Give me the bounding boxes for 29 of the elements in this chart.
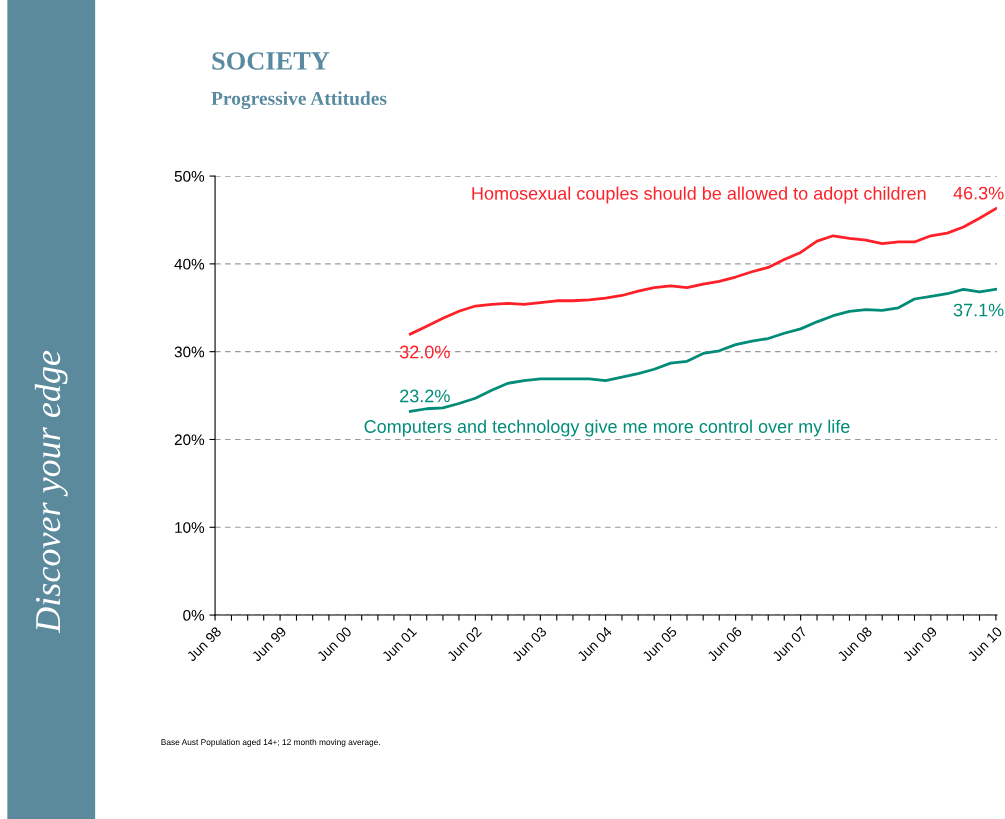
x-tick-label: Jun 02 bbox=[446, 626, 483, 663]
x-tick-label: Jun 09 bbox=[901, 626, 938, 663]
y-tick-label: 0% bbox=[183, 609, 205, 621]
y-tick-label: 20% bbox=[174, 434, 205, 446]
y-tick-label: 50% bbox=[174, 170, 205, 182]
data-label: 46.3% bbox=[953, 186, 1004, 200]
x-tick-label: Jun 03 bbox=[511, 626, 548, 663]
x-tick-label: Jun 04 bbox=[576, 626, 613, 663]
text: Discover your edge bbox=[34, 350, 68, 634]
data-label: 23.2% bbox=[400, 389, 450, 403]
x-tick-label: Jun 98 bbox=[186, 626, 222, 663]
x-tick-label: Jun 10 bbox=[966, 626, 1003, 663]
y-tick-label: 40% bbox=[174, 258, 205, 270]
chart-title: SOCIETY bbox=[212, 52, 330, 70]
x-tick-label: Jun 05 bbox=[641, 626, 678, 663]
x-tick-label: Jun 07 bbox=[771, 626, 808, 663]
x-tick-label: Jun 08 bbox=[836, 626, 873, 663]
x-tick-label: Jun 01 bbox=[381, 626, 418, 663]
text: Computers and technology give me more control over my life bbox=[364, 419, 850, 437]
data-label: 37.1% bbox=[953, 303, 1004, 317]
series-label: Homosexual couples should be allowed to adopt children bbox=[472, 186, 926, 204]
x-tick-label: Jun 99 bbox=[251, 626, 287, 663]
x-tick-label: Jun 00 bbox=[316, 626, 353, 663]
data-label: 32.0% bbox=[399, 345, 450, 359]
y-tick-label: 30% bbox=[174, 346, 205, 358]
chart-subtitle: Progressive Attitudes bbox=[211, 91, 387, 110]
text: Base Aust Population aged 14+; 12 month moving average. bbox=[161, 738, 380, 747]
y-tick-label: 10% bbox=[175, 522, 205, 533]
x-tick-label: Jun 06 bbox=[706, 626, 743, 663]
